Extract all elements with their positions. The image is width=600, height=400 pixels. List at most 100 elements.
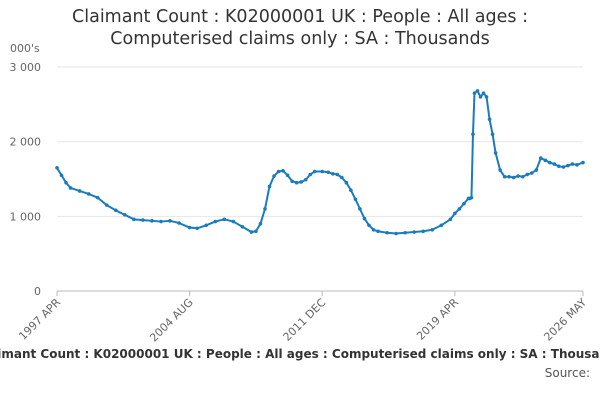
data-point <box>272 174 276 178</box>
data-point <box>371 227 376 232</box>
data-point <box>95 195 100 200</box>
data-point <box>213 219 218 224</box>
y-tick-label: 0 <box>34 285 41 298</box>
data-point <box>353 197 358 201</box>
data-point <box>86 192 91 196</box>
data-point <box>195 226 199 231</box>
data-point <box>487 117 492 122</box>
data-point <box>222 217 227 222</box>
data-point <box>367 223 371 228</box>
data-point <box>570 162 575 166</box>
data-point <box>471 132 475 136</box>
data-point <box>312 169 317 174</box>
data-point <box>439 223 444 228</box>
data-point <box>516 174 520 178</box>
data-point <box>331 171 335 176</box>
data-point <box>481 91 486 95</box>
data-point <box>498 168 502 172</box>
data-point <box>326 170 331 175</box>
data-point <box>520 174 525 179</box>
data-point <box>457 207 462 211</box>
data-point <box>430 227 435 232</box>
data-point <box>187 225 192 230</box>
data-point <box>240 224 245 229</box>
data-point <box>290 179 294 184</box>
data-point <box>575 163 579 167</box>
data-point <box>276 169 281 174</box>
data-point <box>55 166 59 170</box>
data-point <box>490 132 495 136</box>
data-point <box>159 219 163 224</box>
data-point <box>285 173 290 178</box>
data-point <box>552 162 557 166</box>
data-point <box>525 172 530 177</box>
data-point <box>484 95 489 99</box>
data-point <box>141 218 145 222</box>
data-point <box>231 219 236 224</box>
data-point <box>132 217 136 222</box>
x-tick-label: 2026 MAY <box>541 296 589 344</box>
data-point <box>308 172 313 177</box>
y-unit-label: 000's <box>10 42 40 55</box>
data-point <box>566 163 570 168</box>
data-point <box>507 174 511 179</box>
data-point <box>394 231 398 236</box>
data-point <box>299 180 303 184</box>
data-point <box>478 95 483 99</box>
x-tick-label: 1997 APR <box>16 296 63 343</box>
x-tick-label: 2004 AUG <box>147 296 196 345</box>
data-point <box>340 175 344 180</box>
data-point <box>294 180 299 185</box>
data-point <box>475 89 480 93</box>
data-point <box>493 151 498 155</box>
data-point <box>168 219 172 223</box>
data-point <box>249 230 254 234</box>
data-point <box>258 222 263 226</box>
data-point <box>403 230 407 235</box>
data-point <box>376 229 380 234</box>
data-point <box>548 160 552 165</box>
data-point <box>254 229 258 234</box>
data-point <box>344 180 349 185</box>
data-point <box>385 230 389 235</box>
data-point <box>104 203 109 207</box>
data-point <box>281 168 285 173</box>
caption: Claimant Count : K02000001 UK : People :… <box>0 347 600 361</box>
data-point <box>267 184 272 189</box>
data-point <box>303 177 308 182</box>
data-point <box>362 216 367 221</box>
data-point <box>557 164 561 169</box>
data-point <box>448 217 453 222</box>
data-point <box>511 175 516 180</box>
data-point <box>59 173 64 178</box>
data-point <box>64 180 68 185</box>
y-tick-label: 3 000 <box>10 61 42 74</box>
data-point <box>335 172 340 177</box>
data-point <box>453 211 457 216</box>
data-point <box>412 230 416 234</box>
data-point <box>204 223 209 228</box>
caption-box: Claimant Count : K02000001 UK : People :… <box>0 347 600 367</box>
source: Source: <box>544 366 590 380</box>
data-point <box>177 221 181 225</box>
data-point <box>421 229 426 234</box>
data-point <box>502 174 507 179</box>
y-tick-label: 1 000 <box>10 210 42 223</box>
data-point <box>320 169 325 174</box>
data-point <box>77 189 82 193</box>
data-point <box>469 195 474 200</box>
data-point <box>538 156 543 160</box>
data-point <box>263 207 267 211</box>
data-point <box>123 213 127 217</box>
x-tick-label: 2019 APR <box>414 296 461 343</box>
data-point <box>462 201 466 206</box>
data-line <box>56 89 584 235</box>
data-point <box>150 219 154 223</box>
y-tick-label: 2 000 <box>10 136 42 149</box>
data-point <box>581 160 585 165</box>
data-point <box>349 188 353 192</box>
data-point <box>561 165 566 169</box>
data-point <box>534 168 539 172</box>
